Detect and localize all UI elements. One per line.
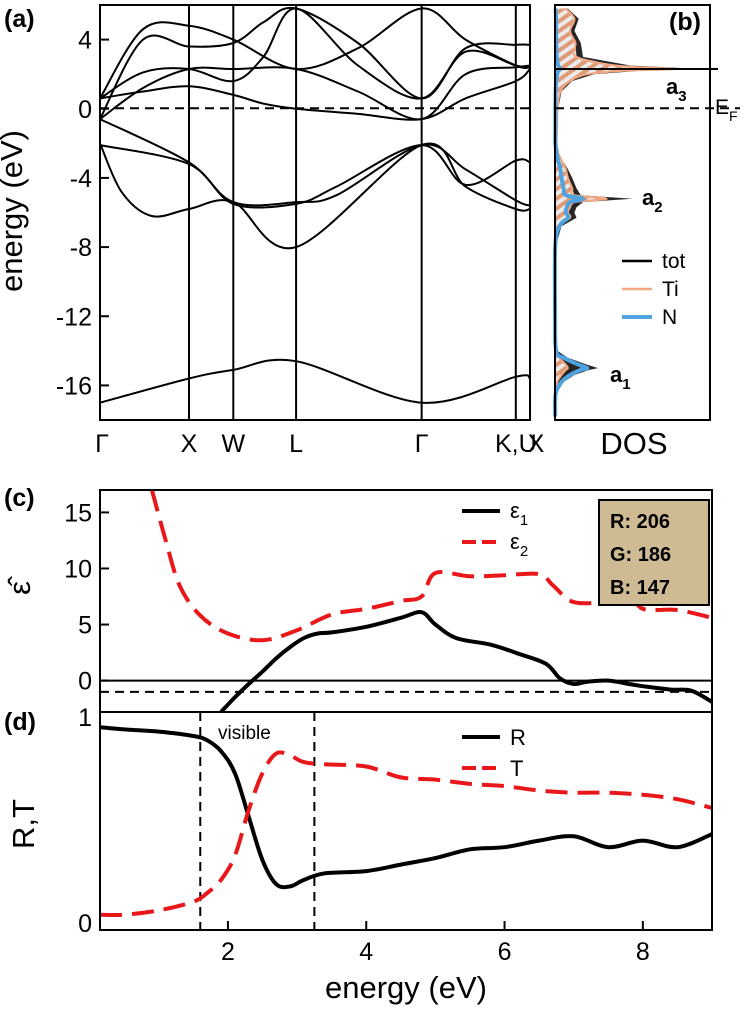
plot-frame-b <box>554 4 711 421</box>
band-line-9 <box>99 7 531 99</box>
fermi-label: EF <box>715 96 738 124</box>
plot-frame-d <box>99 711 713 931</box>
fermi-label-main: EF <box>715 96 738 124</box>
color-box-b: B: 147 <box>610 577 670 599</box>
k-label-3: L <box>289 430 303 458</box>
y-axis-ticks-c: 15 10 5 0 <box>64 499 109 696</box>
y-tick-label-c-0: 15 <box>64 499 92 527</box>
panel-label-b: (b) <box>669 8 701 36</box>
panel-b-dos: (b) DOS a3 a2 a1 EF tot Ti N <box>552 4 740 461</box>
y-tick-label-a-1: 0 <box>78 96 92 124</box>
panel-label-a: (a) <box>4 5 35 33</box>
visible-band-lines <box>199 712 316 930</box>
x-tick-label-d-2: 6 <box>498 938 512 966</box>
y-axis-label-d: R,T <box>6 799 41 849</box>
x-tick-label-d-3: 8 <box>636 938 650 966</box>
band-line-6 <box>99 64 531 121</box>
color-box-g: G: 186 <box>610 544 671 566</box>
x-axis-label-dos: DOS <box>600 426 667 461</box>
x-axis-k-labels: Γ X W L Γ K,UX <box>95 430 545 458</box>
k-label-5: K,U <box>495 430 537 458</box>
legend-label-tot: tot <box>662 250 686 273</box>
peak-label-a1: a1 <box>610 362 631 393</box>
band-lines <box>99 6 531 404</box>
band-line-4 <box>99 144 531 209</box>
series-epsilon-1 <box>219 610 712 712</box>
k-label-0: Γ <box>95 430 109 458</box>
y-axis-ticks-d: 10 <box>78 704 109 938</box>
color-box-r: R: 206 <box>610 511 670 533</box>
legend-label-epsilon-2: ε2 <box>510 529 528 560</box>
peak-labels: a3 a2 a1 <box>610 74 687 393</box>
k-label-2: W <box>221 430 245 458</box>
k-label-4: Γ <box>415 430 429 458</box>
k-label-6: X <box>528 430 545 458</box>
band-line-2 <box>99 142 531 250</box>
y-tick-label-c-2: 5 <box>78 612 92 640</box>
rt-curves <box>100 725 712 918</box>
legend-label-ti: Ti <box>662 278 679 301</box>
y-tick-label-a-4: -12 <box>56 303 92 331</box>
k-point-lines <box>188 5 517 420</box>
legend-rt: RT <box>462 725 526 781</box>
y-tick-label-c-3: 0 <box>78 668 92 696</box>
x-axis-label-d: energy (eV) <box>325 970 487 1005</box>
plot-frame-a <box>99 4 531 421</box>
x-tick-label-d-1: 4 <box>359 938 373 966</box>
peak-label-a3: a3 <box>666 74 687 105</box>
series-T <box>100 750 712 918</box>
legend-dos: tot Ti N <box>622 250 686 329</box>
y-tick-label-d-1: 0 <box>78 910 92 938</box>
x-axis-ticks-d: 2 4 6 8 <box>221 921 650 966</box>
panel-label-c: (c) <box>4 484 35 512</box>
y-tick-label-a-3: -8 <box>70 234 92 262</box>
y-axis-label-c: ε̂ <box>2 575 37 595</box>
k-label-1: X <box>181 430 198 458</box>
series-R <box>100 725 712 890</box>
y-tick-label-d-0: 1 <box>78 704 92 732</box>
y-axis-label-a: energy (eV) <box>0 130 29 292</box>
panel-a-band-structure: 40-4-8-12-16 Γ X W L Γ K,UX (a) energy (eV) <box>0 4 545 458</box>
panel-label-d: (d) <box>4 708 36 736</box>
peak-label-a2: a2 <box>642 185 663 216</box>
band-line-1 <box>99 358 531 404</box>
dos-ti-fill-top <box>555 8 674 417</box>
y-axis-ticks-a: 4 0 -4 -8 -12 -16 <box>56 27 109 400</box>
legend-label-R: R <box>510 725 526 750</box>
color-swatch-box <box>598 499 710 606</box>
band-line-3 <box>99 118 531 207</box>
y-tick-label-a-2: -4 <box>70 165 92 193</box>
y-tick-label-a-5: -16 <box>56 372 92 400</box>
x-tick-label-d-0: 2 <box>221 938 235 966</box>
legend-label-T: T <box>510 756 523 781</box>
legend-label-n: N <box>662 306 677 329</box>
y-tick-label-a-0: 4 <box>78 27 92 55</box>
legend-label-epsilon-1: ε1 <box>510 498 528 529</box>
y-tick-label-c-1: 10 <box>64 555 92 583</box>
band-line-8 <box>99 6 531 120</box>
dos-curves <box>552 7 718 417</box>
visible-label: visible <box>218 723 271 744</box>
color-box: R: 206 G: 186 B: 147 <box>598 499 710 606</box>
